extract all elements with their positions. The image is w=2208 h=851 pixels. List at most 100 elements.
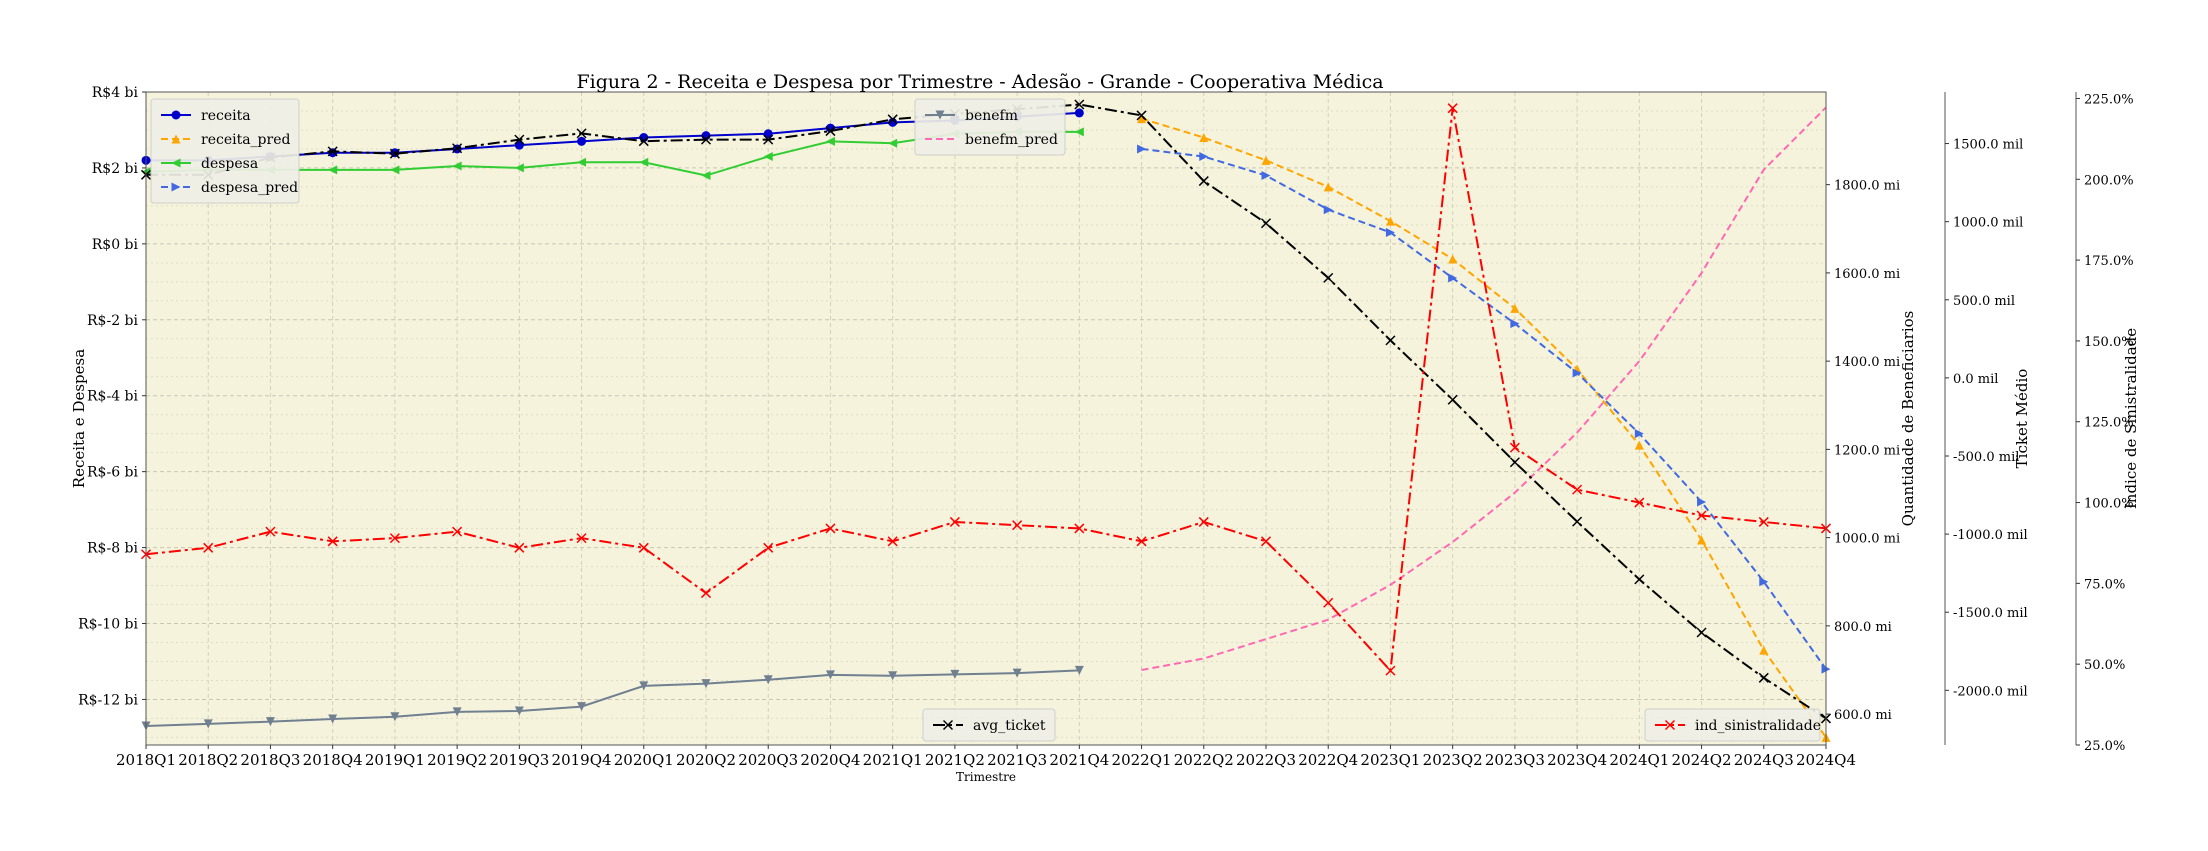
y-tick-label: R$-8 bi [87, 541, 138, 557]
series-line-receita_pred [1141, 117, 1827, 738]
legend-label-benefm_pred: benefm_pred [965, 132, 1058, 148]
data-point-avg_ticket [452, 143, 463, 154]
data-point-despesa_pred [1634, 429, 1644, 439]
data-point-receita_pred [1510, 303, 1520, 313]
y-tick-label: R$-12 bi [78, 692, 138, 708]
y-tick-label: R$-10 bi [78, 617, 138, 633]
y-tick-label: R$-6 bi [87, 465, 138, 481]
data-point-benefm [950, 669, 960, 679]
data-point-ind_sinistralidade [576, 533, 587, 544]
series-ind_sinistralidade [140, 103, 1832, 676]
data-point-ind_sinistralidade [327, 536, 338, 547]
data-point-avg_ticket [389, 148, 400, 159]
data-point-avg_ticket [514, 134, 525, 145]
data-point-ind_sinistralidade [1385, 665, 1396, 676]
data-point-avg_ticket [1572, 516, 1583, 527]
x-tick-label: 2022Q2 [1174, 751, 1234, 769]
grid-lines [145, 91, 1827, 745]
data-point-avg_ticket [1758, 672, 1769, 683]
y-tick-label-ticket: -1500.0 mil [1953, 606, 2028, 621]
data-point-avg_ticket [1323, 272, 1334, 283]
x-tick-label: 2018Q1 [116, 751, 176, 769]
data-point-receita_pred [1759, 645, 1769, 655]
data-point-avg_ticket [1198, 176, 1209, 187]
data-point-ind_sinistralidade [389, 533, 400, 544]
data-point-avg_ticket [638, 136, 649, 147]
data-point-receita_pred [1385, 216, 1395, 226]
legend-box [1644, 708, 1821, 742]
x-tick-label: 2018Q4 [303, 751, 363, 769]
x-tick-label: 2019Q2 [427, 751, 487, 769]
data-point-ind_sinistralidade [1198, 516, 1209, 527]
legend-label-receita_pred: receita_pred [201, 132, 290, 148]
data-point-receita [328, 148, 338, 158]
y-tick-label-ticket: -2000.0 mil [1953, 684, 2028, 699]
series-line-despesa_pred [1141, 147, 1827, 670]
series-line-benefm_pred [1141, 106, 1827, 671]
data-point-avg_ticket [1385, 335, 1396, 346]
x-axis-label: Trimestre [956, 770, 1016, 784]
data-point-ind_sinistralidade [763, 542, 774, 553]
legend-bottom-right: ind_sinistralidade [1644, 708, 1821, 742]
data-point-ind_sinistralidade [203, 542, 214, 553]
data-point-despesa [639, 157, 649, 167]
data-point-benefm [203, 719, 213, 729]
legend-marker-receita [171, 110, 181, 120]
data-point-despesa_pred [1510, 319, 1520, 329]
series-despesa_pred [1137, 144, 1831, 674]
y-tick-label-benef: 1600.0 mi [1834, 267, 1900, 282]
data-point-benefm [265, 717, 275, 727]
x-tick-label: 2023Q1 [1360, 751, 1420, 769]
data-point-avg_ticket [576, 128, 587, 139]
data-point-benefm [514, 706, 524, 716]
data-point-despesa_pred [1759, 577, 1769, 587]
legend-top-center: benefm benefm_pred [914, 98, 1066, 156]
legend-box [914, 98, 1066, 156]
y-tick-label-benef: 1000.0 mi [1834, 532, 1900, 547]
y-tick-label: R$4 bi [92, 85, 139, 101]
y-tick-label-ticket: -1000.0 mil [1953, 528, 2028, 543]
data-point-receita_pred [1261, 155, 1271, 165]
x-tick-label: 2022Q4 [1298, 751, 1358, 769]
y-tick-label-benef: 800.0 mi [1834, 620, 1892, 635]
y-axis-label-benef: Quantidade de Beneficiarios [1899, 311, 1917, 527]
legend-marker-avg_ticket [942, 719, 954, 731]
data-point-ind_sinistralidade [887, 536, 898, 547]
series-benefm_pred [1141, 106, 1827, 671]
data-point-despesa [888, 138, 898, 148]
y-tick-label-benef: 1200.0 mi [1834, 443, 1900, 458]
series-line-benefm [145, 669, 1080, 728]
data-point-ind_sinistralidade [1696, 510, 1707, 521]
data-point-receita [763, 129, 773, 139]
data-point-ind_sinistralidade [1012, 520, 1023, 531]
data-point-ind_sinistralidade [1509, 442, 1520, 453]
y-tick-label: R$-4 bi [87, 389, 138, 405]
x-tick-label: 2021Q4 [1049, 751, 1109, 769]
data-point-benefm [1012, 668, 1022, 678]
data-point-benefm [763, 675, 773, 685]
data-point-despesa_pred [1261, 171, 1271, 181]
data-point-despesa_pred [1385, 227, 1395, 237]
data-point-ind_sinistralidade [1136, 536, 1147, 547]
data-point-receita [577, 136, 587, 146]
legend-marker-despesa [171, 158, 181, 168]
y-tick-label-sin: 125.0% [2084, 416, 2134, 431]
data-point-ind_sinistralidade [452, 526, 463, 537]
legend-label-ind_sinistralidade: ind_sinistralidade [1695, 718, 1821, 734]
data-point-receita_pred [1199, 133, 1209, 143]
legend-marker-despesa_pred [171, 182, 181, 192]
data-point-ind_sinistralidade [700, 588, 712, 599]
data-point-receita_pred [1448, 254, 1458, 264]
series-benefm [141, 665, 1084, 731]
data-point-receita_pred [1323, 182, 1333, 192]
data-point-despesa_pred [1572, 368, 1582, 378]
data-point-despesa_pred [1199, 152, 1209, 162]
data-point-ind_sinistralidade [1260, 536, 1272, 547]
data-point-avg_ticket [327, 146, 338, 157]
x-tick-label: 2023Q2 [1423, 751, 1483, 769]
data-point-avg_ticket [1696, 627, 1707, 638]
y-tick-label-sin: 175.0% [2084, 254, 2134, 269]
legend-label-avg_ticket: avg_ticket [973, 718, 1046, 734]
